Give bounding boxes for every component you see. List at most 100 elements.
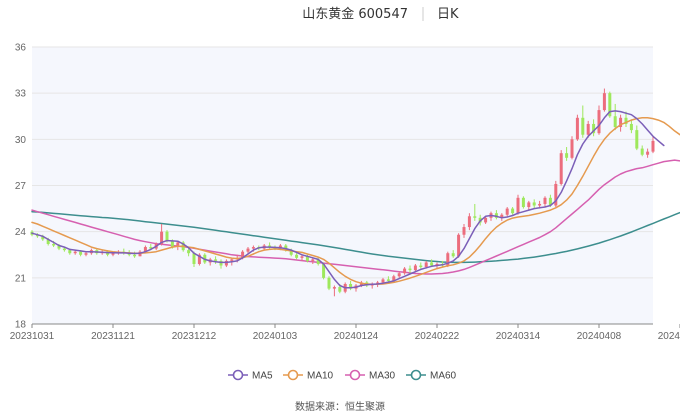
candle xyxy=(575,114,579,141)
candle xyxy=(295,253,299,260)
candle-body xyxy=(635,130,639,149)
candle-body xyxy=(500,214,504,218)
x-tick-label: 20240103 xyxy=(253,331,298,342)
candle-body xyxy=(79,251,83,255)
candle-body xyxy=(35,234,39,237)
candle xyxy=(484,216,488,224)
candle xyxy=(608,91,612,118)
candle-body xyxy=(192,253,196,264)
x-tick-label: 20240426 xyxy=(658,331,680,342)
candle-body xyxy=(646,151,650,155)
candle-body xyxy=(332,287,336,289)
x-tick-label: 20240408 xyxy=(577,331,622,342)
candle-body xyxy=(219,260,223,266)
candle-body xyxy=(143,247,147,252)
data-source: 数据来源：恒生聚源 xyxy=(295,400,385,413)
candle-body xyxy=(230,259,234,261)
candle-body xyxy=(246,248,250,252)
x-tick-label: 20231121 xyxy=(91,331,135,342)
candle xyxy=(511,207,515,215)
candle xyxy=(467,213,471,231)
legend-swatch-marker xyxy=(287,369,299,381)
legend-item-ma5: MA5 xyxy=(228,369,273,382)
candle-body xyxy=(608,93,612,117)
legend-label: MA30 xyxy=(369,371,396,382)
candle-body xyxy=(538,203,542,206)
candle-body xyxy=(462,227,466,235)
legend-swatch-marker xyxy=(410,369,422,381)
candle-body xyxy=(575,117,579,140)
candle-body xyxy=(241,251,245,258)
candle-body xyxy=(327,277,331,289)
period-label[interactable]: 日K xyxy=(437,7,459,22)
candle xyxy=(397,271,401,278)
candle xyxy=(640,145,644,157)
candle-body xyxy=(111,253,115,255)
candle-body xyxy=(619,117,623,128)
candle-body xyxy=(397,273,401,277)
candle-body xyxy=(138,251,142,257)
candle-body xyxy=(176,242,180,248)
candle xyxy=(176,240,180,251)
x-axis: 20231031 20231121 20231212 20240103 20240124… xyxy=(10,323,680,342)
candle-body xyxy=(170,240,174,248)
candle xyxy=(311,257,315,264)
candle xyxy=(602,88,606,112)
candle-body xyxy=(52,243,56,246)
candle-body xyxy=(559,153,563,184)
legend-swatch-marker xyxy=(349,369,361,381)
candle-body xyxy=(532,202,536,206)
candle xyxy=(224,259,228,268)
candle xyxy=(581,105,585,138)
candle xyxy=(505,207,509,217)
candle-body xyxy=(386,279,390,281)
candle-body xyxy=(413,265,417,271)
candle-body xyxy=(284,245,288,251)
candle-body xyxy=(349,283,353,289)
candle-body xyxy=(305,256,309,261)
candle-body xyxy=(160,231,164,244)
candle-body xyxy=(224,260,228,266)
candle-body xyxy=(338,287,342,292)
y-tick-label: 27 xyxy=(15,181,27,192)
ma60-series xyxy=(31,210,680,264)
candle xyxy=(451,250,455,258)
candle xyxy=(527,200,531,211)
candle-body xyxy=(613,116,617,128)
candle-body xyxy=(430,262,434,266)
y-tick-label: 24 xyxy=(15,227,27,238)
candle-body xyxy=(300,256,304,258)
candle-body xyxy=(57,245,61,249)
candle-body xyxy=(403,268,407,274)
candle-body xyxy=(62,248,66,251)
y-tick-label: 36 xyxy=(15,43,27,54)
candle xyxy=(73,250,77,255)
candle xyxy=(197,253,201,266)
candle-body xyxy=(602,93,606,111)
candle xyxy=(554,180,558,208)
candle xyxy=(629,119,633,134)
stock-title: 山东黄金 600547 xyxy=(302,6,408,22)
candle-body xyxy=(629,123,633,131)
ma30-line xyxy=(31,159,680,275)
y-axis: 18 21 24 27 30 33 36 xyxy=(15,43,27,331)
ma5-line xyxy=(31,110,665,289)
candle-body xyxy=(316,259,320,264)
candle-body xyxy=(494,213,498,218)
candle xyxy=(619,114,623,132)
candle-body xyxy=(84,253,88,255)
legend-item-ma30: MA30 xyxy=(345,369,396,382)
candle-body xyxy=(651,140,655,152)
candle xyxy=(543,196,547,208)
candle-body xyxy=(289,250,293,255)
legend-label: MA60 xyxy=(430,371,457,382)
candle-body xyxy=(295,254,299,258)
y-tick-label: 33 xyxy=(15,89,27,100)
legend-item-ma60: MA60 xyxy=(406,369,457,382)
candle xyxy=(219,259,223,269)
candle-body xyxy=(565,153,569,158)
candle xyxy=(473,203,477,221)
ma60-line xyxy=(31,210,680,264)
candle xyxy=(457,233,461,258)
candle-body xyxy=(419,265,423,268)
